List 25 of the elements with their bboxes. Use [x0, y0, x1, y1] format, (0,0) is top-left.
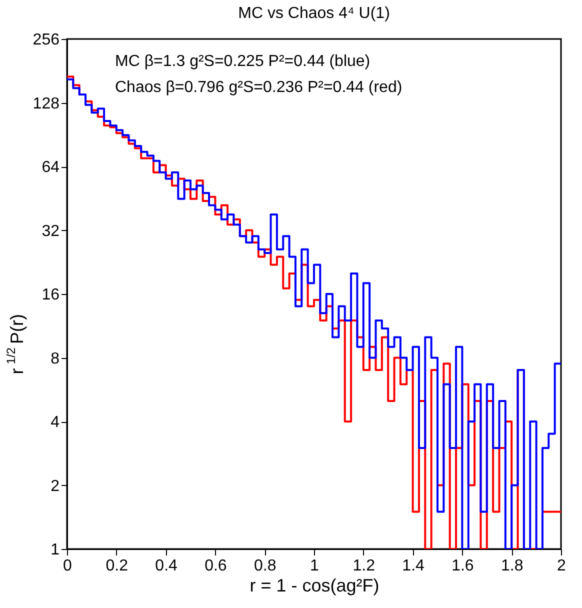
y-tick-label: 4	[50, 414, 60, 431]
x-tick-label: 0.4	[155, 558, 178, 574]
y-tick-label: 256	[32, 32, 60, 48]
x-tick-label: 1.4	[402, 558, 425, 574]
y-tick-label: 32	[42, 222, 60, 240]
x-tick-label: 0	[63, 558, 72, 574]
x-tick-label: 1	[310, 558, 320, 574]
x-axis-title: r = 1 - cos(ag²F)	[250, 576, 380, 596]
y-tick-label: 16	[42, 286, 60, 304]
annotation: Chaos β=0.796 g²S=0.236 P²=0.44 (red)	[115, 79, 402, 96]
chart-title: MC vs Chaos 4⁴ U(1)	[238, 5, 390, 22]
y-tick-label: 2	[50, 478, 60, 495]
x-tick-label: 2	[557, 558, 566, 574]
x-tick-label: 1.6	[452, 558, 474, 574]
y-tick-label: 1	[50, 542, 60, 558]
x-tick-label: 0.2	[106, 558, 128, 574]
y-tick-label: 8	[50, 350, 60, 368]
x-tick-label: 0.8	[254, 558, 276, 574]
x-tick-label: 1.2	[352, 558, 376, 574]
annotation: MC β=1.3 g²S=0.225 P²=0.44 (blue)	[115, 53, 370, 70]
x-tick-label: 1.8	[500, 558, 524, 574]
y-tick-label: 128	[32, 95, 60, 112]
y-tick-label: 64	[42, 159, 60, 176]
x-tick-label: 0.6	[204, 558, 227, 574]
y-axis-title: r1/2P(r)	[4, 314, 27, 374]
